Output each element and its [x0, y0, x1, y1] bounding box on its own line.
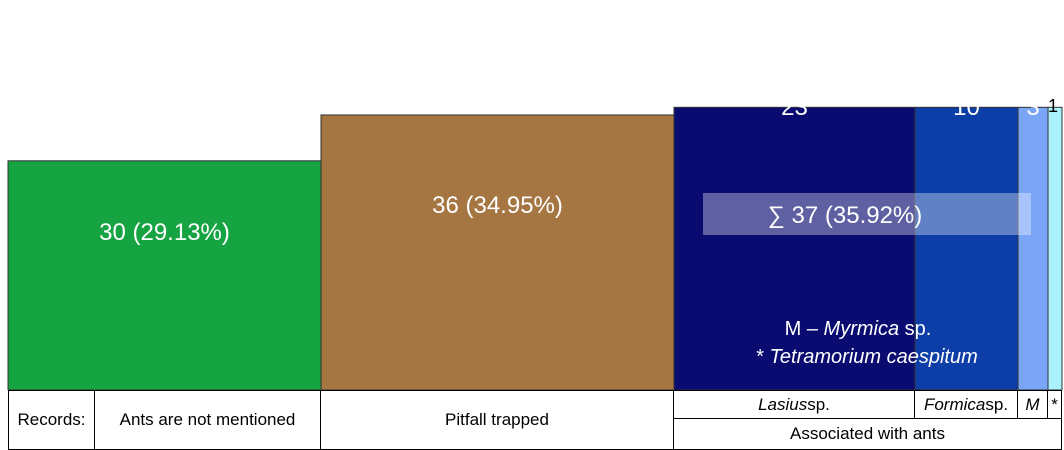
bar-3	[673, 106, 916, 390]
bar-1	[7, 160, 322, 390]
bar-label-6: 1	[1048, 96, 1058, 116]
sum-label-background	[703, 193, 1031, 235]
bar-label-3: 23	[781, 94, 808, 121]
legend-myrmica: M – Myrmica sp.	[785, 318, 932, 340]
bar-label-4: 10	[953, 94, 980, 121]
category-lasius: Lasius sp.	[674, 390, 915, 418]
category-tetramorium: *	[1048, 390, 1062, 418]
category-group-associated: Associated with ants	[674, 418, 1062, 450]
bar-5	[1017, 106, 1049, 390]
category-not-mentioned: Ants are not mentioned	[95, 390, 321, 450]
bar-2	[320, 114, 675, 390]
sum-label: ∑ 37 (35.92%)	[768, 202, 923, 229]
category-formica: Formica sp.	[915, 390, 1018, 418]
records-bar-chart: 30 (29.13%) 36 (34.95%) 23 10 3 1 ∑ 37 (35.92…	[7, 94, 1063, 390]
category-pitfall: Pitfall trapped	[321, 390, 674, 450]
bar-6	[1047, 106, 1063, 390]
bar-label-5: 3	[1026, 94, 1039, 121]
category-myrmica: M	[1018, 390, 1048, 418]
row-header: Records:	[8, 390, 95, 450]
bar-label-1: 30 (29.13%)	[99, 219, 230, 246]
legend-tetramorium: * Tetramorium caespitum	[756, 346, 978, 368]
bar-label-2: 36 (34.95%)	[432, 192, 563, 219]
bar-4	[914, 106, 1019, 390]
